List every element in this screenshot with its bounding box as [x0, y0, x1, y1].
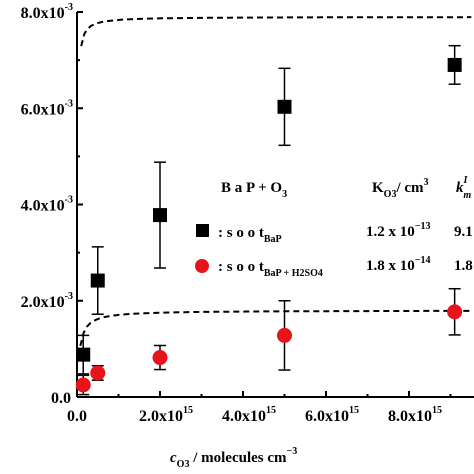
data-point-square [277, 99, 292, 114]
x-tick-label: 2.0x1015 [139, 405, 193, 425]
legend-marker-circle [195, 259, 209, 273]
x-tick-label: 0.0 [67, 408, 87, 425]
x-tick-label: 4.0x1015 [222, 405, 276, 425]
error-bars [77, 44, 461, 396]
legend-k2-header: kI m [456, 175, 471, 201]
legend-row-1-k2: 9.1 [454, 224, 473, 240]
data-point-circle [277, 327, 292, 343]
legend-row-2: : s o o tBaP + H2SO4 [218, 259, 323, 279]
data-point-circle [152, 350, 168, 366]
legend-marker-square [196, 224, 209, 237]
y-tick-label: 6.0x10-3 [21, 98, 73, 118]
fit-curves [79, 16, 472, 347]
legend-title: B a P + O3 [221, 180, 287, 200]
y-tick-label: 0.0 [51, 390, 71, 407]
data-markers [75, 57, 463, 393]
fit-curve-series-2 [79, 309, 472, 347]
legend-row-1: : s o o tBaP [218, 225, 282, 245]
legend-row-2-k: 1.8 x 10−14 [366, 255, 430, 274]
data-point-square [76, 347, 91, 362]
x-tick-label: 6.0x1015 [305, 405, 359, 425]
legend-k-header: KO3/ cm3 [372, 177, 429, 200]
legend: B a P + O3 KO3/ cm3 kI m : s o o tBaP 1.2… [195, 175, 473, 279]
data-point-circle [75, 377, 91, 393]
legend-row-1-k: 1.2 x 10−13 [366, 221, 430, 240]
legend-row-2-k2: 1.8 [454, 258, 473, 274]
data-point-square [153, 208, 167, 223]
data-point-square [447, 57, 462, 72]
data-point-circle [90, 365, 106, 381]
y-tick-label: 2.0x10-3 [21, 291, 73, 311]
x-tick-label: 8.0x1015 [388, 405, 442, 425]
data-point-circle [447, 304, 463, 320]
fit-curve-series-1 [80, 16, 472, 47]
data-point-square [90, 273, 105, 288]
x-axis-label: cO3 / molecules cm−3 [170, 446, 297, 470]
y-tick-label: 8.0x10-3 [21, 2, 73, 22]
y-tick-label: 4.0x10-3 [21, 195, 73, 215]
axes: 0.0 2.0x10-3 4.0x10-3 6.0x10-3 8.0x10-3 0.0 2.… [21, 2, 474, 425]
